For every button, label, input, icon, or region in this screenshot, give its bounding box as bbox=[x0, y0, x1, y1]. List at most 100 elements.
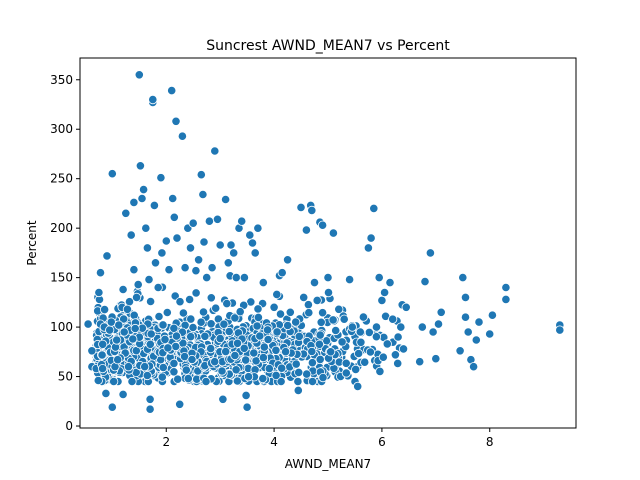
data-point bbox=[377, 295, 387, 305]
data-point bbox=[217, 366, 227, 376]
data-point bbox=[102, 251, 112, 261]
data-point bbox=[241, 355, 251, 365]
data-point bbox=[317, 308, 328, 318]
data-point bbox=[200, 331, 210, 341]
data-point bbox=[141, 223, 151, 233]
data-point bbox=[291, 317, 301, 327]
data-point bbox=[167, 86, 177, 96]
data-point bbox=[360, 357, 370, 367]
data-point bbox=[107, 169, 117, 179]
data-point bbox=[175, 297, 185, 307]
data-point bbox=[374, 272, 384, 283]
data-point bbox=[148, 95, 158, 105]
data-point bbox=[161, 236, 171, 246]
data-point bbox=[417, 322, 427, 332]
data-point bbox=[460, 312, 471, 322]
data-point bbox=[293, 376, 303, 387]
data-point bbox=[223, 258, 233, 268]
data-point bbox=[375, 366, 385, 376]
data-point bbox=[237, 216, 247, 226]
data-point bbox=[323, 287, 334, 298]
data-point bbox=[353, 348, 364, 359]
data-point bbox=[396, 322, 406, 332]
data-point bbox=[436, 307, 446, 317]
data-point bbox=[230, 350, 240, 361]
data-point bbox=[239, 272, 249, 283]
y-tick-label: 300 bbox=[50, 122, 73, 136]
data-point bbox=[83, 319, 93, 329]
data-point bbox=[112, 335, 122, 345]
data-point bbox=[126, 230, 136, 240]
data-point bbox=[191, 266, 201, 276]
data-point bbox=[154, 311, 164, 322]
data-point bbox=[326, 347, 336, 357]
data-point bbox=[282, 255, 293, 265]
data-point bbox=[314, 339, 324, 349]
data-point bbox=[134, 70, 144, 80]
data-point bbox=[180, 263, 190, 273]
data-point bbox=[109, 376, 119, 387]
data-point bbox=[196, 170, 206, 180]
data-point bbox=[156, 173, 166, 183]
data-point bbox=[307, 346, 317, 357]
data-point bbox=[258, 352, 268, 363]
data-point bbox=[344, 274, 355, 285]
data-point bbox=[218, 394, 228, 404]
data-point bbox=[398, 344, 409, 354]
data-point bbox=[119, 327, 129, 337]
data-point bbox=[316, 317, 326, 327]
data-point bbox=[196, 317, 206, 327]
data-point bbox=[485, 329, 495, 339]
data-point bbox=[164, 265, 174, 275]
data-point bbox=[271, 370, 281, 380]
data-point bbox=[431, 354, 441, 364]
data-point bbox=[262, 325, 273, 335]
data-point bbox=[162, 307, 172, 318]
data-point bbox=[263, 334, 273, 345]
data-point bbox=[130, 323, 140, 334]
data-point bbox=[133, 279, 143, 290]
data-point bbox=[187, 354, 197, 365]
data-point bbox=[555, 325, 565, 335]
data-point bbox=[247, 238, 258, 248]
data-point bbox=[358, 312, 368, 322]
plot-area-frame bbox=[79, 57, 577, 429]
data-point bbox=[175, 399, 185, 409]
data-point bbox=[123, 362, 134, 372]
data-point bbox=[211, 303, 221, 313]
data-point bbox=[137, 193, 147, 204]
data-point bbox=[191, 288, 201, 298]
data-point bbox=[455, 346, 465, 356]
data-point bbox=[371, 332, 381, 342]
data-point bbox=[199, 237, 209, 247]
data-point bbox=[309, 277, 320, 288]
data-point bbox=[501, 282, 511, 293]
data-point bbox=[169, 358, 179, 368]
data-point bbox=[129, 265, 139, 275]
y-tick-label: 200 bbox=[50, 221, 73, 235]
data-point bbox=[250, 248, 260, 258]
data-point bbox=[181, 365, 191, 375]
data-point bbox=[101, 388, 111, 398]
data-point bbox=[428, 327, 438, 337]
chart-title: Suncrest AWND_MEAN7 vs Percent bbox=[206, 38, 450, 54]
data-point bbox=[212, 214, 223, 224]
data-point bbox=[185, 294, 195, 305]
y-tick-label: 350 bbox=[50, 73, 73, 87]
data-point bbox=[458, 272, 468, 283]
data-point bbox=[114, 320, 124, 330]
data-point bbox=[474, 317, 484, 327]
data-point bbox=[253, 223, 263, 233]
data-point bbox=[132, 292, 142, 302]
data-point bbox=[244, 372, 254, 382]
data-point bbox=[390, 350, 400, 360]
data-point bbox=[188, 322, 198, 333]
data-point bbox=[331, 325, 341, 336]
data-point bbox=[382, 339, 392, 349]
data-point bbox=[169, 367, 179, 377]
data-point bbox=[186, 314, 196, 324]
data-point bbox=[294, 367, 304, 377]
data-point bbox=[145, 339, 155, 349]
data-point bbox=[105, 325, 115, 335]
